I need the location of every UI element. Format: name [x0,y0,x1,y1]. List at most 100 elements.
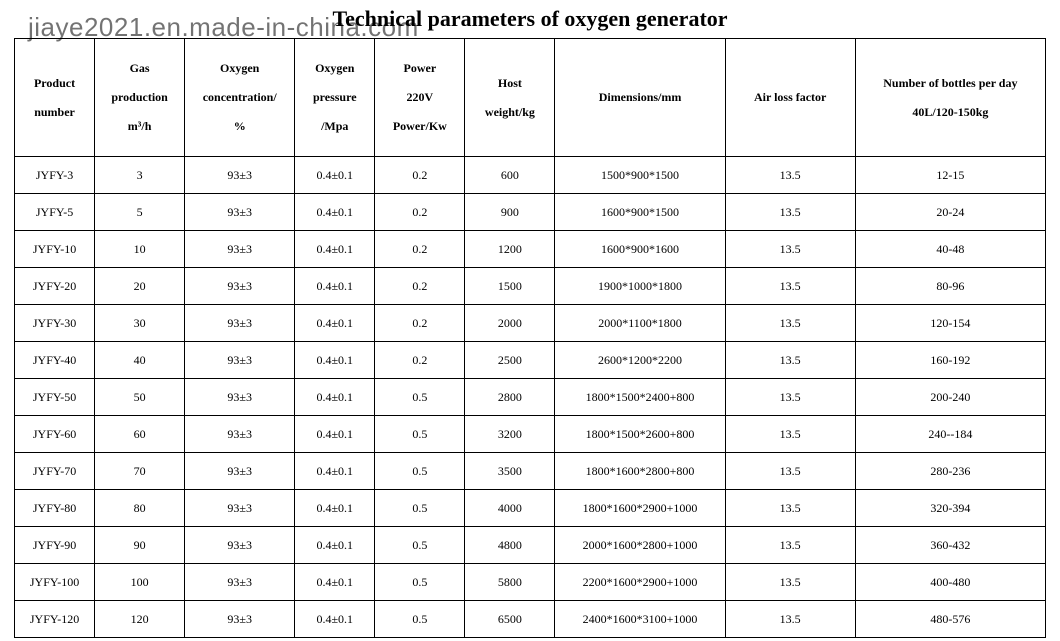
table-cell: 13.5 [725,490,855,527]
table-cell: 600 [465,157,555,194]
table-cell: 0.5 [375,490,465,527]
table-cell: 0.4±0.1 [295,416,375,453]
table-cell: 0.5 [375,379,465,416]
table-cell: 3 [95,157,185,194]
header-line: concentration/ [187,83,292,112]
table-cell: 280-236 [855,453,1045,490]
table-row: JYFY-101093±30.4±0.10.212001600*900*1600… [15,231,1046,268]
table-cell: 1800*1500*2600+800 [555,416,725,453]
table-cell: 3500 [465,453,555,490]
table-cell: 93±3 [185,157,295,194]
column-header: Air loss factor [725,39,855,157]
table-cell: JYFY-40 [15,342,95,379]
table-cell: 0.5 [375,564,465,601]
table-cell: 0.4±0.1 [295,379,375,416]
table-cell: 2000*1600*2800+1000 [555,527,725,564]
table-cell: 40 [95,342,185,379]
header-line: Product [17,69,92,98]
table-cell: 13.5 [725,379,855,416]
table-cell: JYFY-20 [15,268,95,305]
table-row: JYFY-5593±30.4±0.10.29001600*900*150013.… [15,194,1046,231]
header-line: 40L/120-150kg [858,98,1043,127]
table-body: JYFY-3393±30.4±0.10.26001500*900*150013.… [15,157,1046,638]
table-row: JYFY-202093±30.4±0.10.215001900*1000*180… [15,268,1046,305]
column-header: Power220VPower/Kw [375,39,465,157]
table-cell: JYFY-120 [15,601,95,638]
table-cell: 0.2 [375,157,465,194]
table-cell: 2400*1600*3100+1000 [555,601,725,638]
table-row: JYFY-12012093±30.4±0.10.565002400*1600*3… [15,601,1046,638]
header-line: % [187,112,292,141]
table-cell: 0.2 [375,268,465,305]
table-cell: 93±3 [185,601,295,638]
header-line: /Mpa [297,112,372,141]
header-line: Host [467,69,552,98]
table-cell: 93±3 [185,268,295,305]
table-cell: 4800 [465,527,555,564]
table-cell: 13.5 [725,342,855,379]
table-cell: 93±3 [185,305,295,342]
table-cell: 0.2 [375,194,465,231]
table-cell: 13.5 [725,268,855,305]
table-cell: 12-15 [855,157,1045,194]
table-cell: 5800 [465,564,555,601]
table-cell: 0.4±0.1 [295,231,375,268]
table-cell: 100 [95,564,185,601]
table-cell: 70 [95,453,185,490]
table-row: JYFY-10010093±30.4±0.10.558002200*1600*2… [15,564,1046,601]
table-cell: 0.4±0.1 [295,305,375,342]
table-cell: 0.5 [375,601,465,638]
table-cell: 0.4±0.1 [295,601,375,638]
table-cell: JYFY-50 [15,379,95,416]
table-cell: JYFY-5 [15,194,95,231]
table-cell: 2800 [465,379,555,416]
table-cell: 0.5 [375,453,465,490]
table-cell: 360-432 [855,527,1045,564]
table-cell: 93±3 [185,231,295,268]
table-cell: 90 [95,527,185,564]
table-cell: 240--184 [855,416,1045,453]
column-header: Oxygenpressure/Mpa [295,39,375,157]
header-line: Power/Kw [377,112,462,141]
table-cell: 0.4±0.1 [295,342,375,379]
table-row: JYFY-606093±30.4±0.10.532001800*1500*260… [15,416,1046,453]
header-line: Air loss factor [728,83,853,112]
table-cell: 50 [95,379,185,416]
table-cell: JYFY-90 [15,527,95,564]
table-cell: 93±3 [185,194,295,231]
table-cell: JYFY-100 [15,564,95,601]
column-header: Hostweight/kg [465,39,555,157]
table-cell: 0.2 [375,231,465,268]
table-cell: 1500*900*1500 [555,157,725,194]
table-cell: 93±3 [185,564,295,601]
table-cell: 1200 [465,231,555,268]
table-row: JYFY-707093±30.4±0.10.535001800*1600*280… [15,453,1046,490]
table-cell: 13.5 [725,305,855,342]
table-row: JYFY-303093±30.4±0.10.220002000*1100*180… [15,305,1046,342]
table-cell: 0.2 [375,305,465,342]
table-cell: 2600*1200*2200 [555,342,725,379]
table-cell: 1500 [465,268,555,305]
table-cell: JYFY-10 [15,231,95,268]
table-cell: 80 [95,490,185,527]
table-cell: 93±3 [185,416,295,453]
table-cell: 10 [95,231,185,268]
header-line: Number of bottles per day [858,69,1043,98]
table-cell: 1600*900*1600 [555,231,725,268]
table-cell: 13.5 [725,194,855,231]
column-header: Number of bottles per day40L/120-150kg [855,39,1045,157]
table-cell: 0.4±0.1 [295,490,375,527]
page-title: Technical parameters of oxygen generator [0,6,1060,32]
table-cell: 20 [95,268,185,305]
table-cell: 30 [95,305,185,342]
table-cell: 2500 [465,342,555,379]
table-cell: JYFY-60 [15,416,95,453]
column-header: Productnumber [15,39,95,157]
header-line: Power [377,54,462,83]
table-cell: 480-576 [855,601,1045,638]
table-cell: 1600*900*1500 [555,194,725,231]
parameters-table: ProductnumberGasproductionm³/hOxygenconc… [14,38,1046,638]
table-cell: 20-24 [855,194,1045,231]
table-cell: 40-48 [855,231,1045,268]
table-cell: JYFY-30 [15,305,95,342]
